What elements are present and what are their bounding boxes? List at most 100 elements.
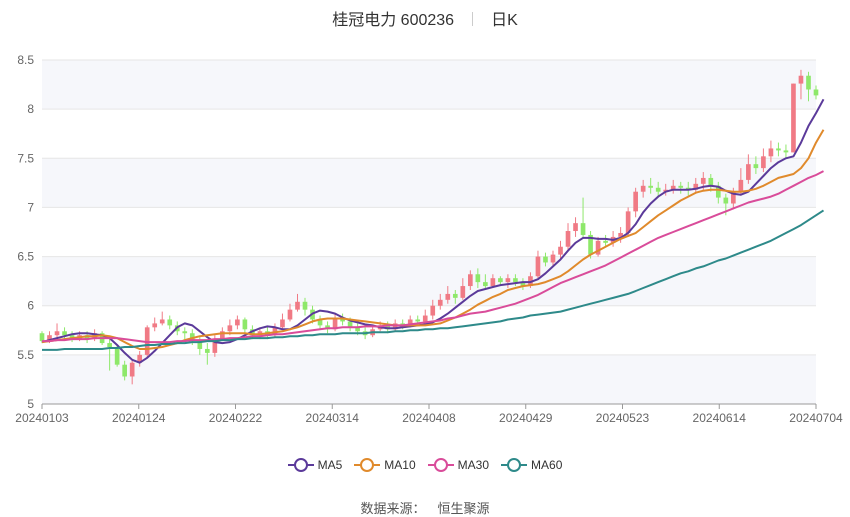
y-tick-label: 7 <box>27 200 34 214</box>
candle-down <box>603 240 608 243</box>
x-tick-label: 20240222 <box>209 411 263 425</box>
candle-up <box>137 354 143 363</box>
y-tick-label: 5.5 <box>17 348 34 362</box>
candle-up <box>407 319 413 326</box>
candle-up <box>573 223 578 232</box>
legend-item-ma60[interactable]: MA60 <box>501 458 562 472</box>
candle-down <box>452 293 458 298</box>
candle-up <box>430 305 436 316</box>
stock-title: 桂冠电力 600236 <box>332 12 455 29</box>
candle-down <box>543 256 548 263</box>
candle-up <box>505 278 511 283</box>
candle-down <box>107 343 112 347</box>
candle-down <box>753 164 759 169</box>
candle-up <box>731 191 736 204</box>
candle-up <box>535 256 541 277</box>
candle-up <box>798 75 804 84</box>
candle-up <box>558 246 563 255</box>
legend-item-ma30[interactable]: MA30 <box>427 458 490 472</box>
x-tick-label: 20240124 <box>112 411 166 425</box>
candle-down <box>813 89 819 96</box>
candle-down <box>197 341 203 349</box>
y-tick-label: 7.5 <box>17 151 34 165</box>
candle-up <box>761 156 766 169</box>
candle-up <box>618 232 623 237</box>
candle-down <box>783 150 789 153</box>
chart-legend: MA5 MA10 MA30 MA60 <box>0 458 850 475</box>
candle-down <box>39 333 45 342</box>
candle-up <box>159 319 165 324</box>
legend-item-ma10[interactable]: MA10 <box>354 458 416 472</box>
candle-up <box>220 331 225 340</box>
x-tick-label: 20240614 <box>693 411 747 425</box>
candle-down <box>520 282 526 287</box>
candle-up <box>212 339 218 353</box>
chart-title-bar: 桂冠电力 600236 日K <box>0 6 850 29</box>
candle-down <box>114 346 120 365</box>
plot-band <box>42 158 816 208</box>
candle-down <box>355 327 360 332</box>
candle-up <box>670 185 676 190</box>
candle-up <box>550 254 556 263</box>
source-label: 数据来源： <box>360 501 426 516</box>
legend-item-ma5[interactable]: MA5 <box>287 458 343 472</box>
period-label: 日K <box>491 12 518 29</box>
legend-marker-icon <box>501 458 528 472</box>
candle-up <box>227 325 233 332</box>
candle-up <box>490 278 496 287</box>
data-source: 数据来源： 恒生聚源 <box>0 498 850 517</box>
x-tick-label: 20240314 <box>306 411 360 425</box>
candle-down <box>776 148 781 151</box>
legend-label: MA30 <box>457 458 490 472</box>
legend-label: MA10 <box>384 458 416 472</box>
candle-down <box>708 177 714 186</box>
x-tick-label: 20240429 <box>499 411 553 425</box>
candle-down <box>122 364 127 377</box>
y-tick-label: 6.5 <box>17 250 34 264</box>
candle-down <box>62 331 67 336</box>
candle-up <box>693 183 699 190</box>
candle-up <box>746 164 751 180</box>
candle-up <box>460 286 466 298</box>
candle-down <box>483 282 488 287</box>
series-line-ma30 <box>42 170 824 344</box>
candle-up <box>437 299 443 306</box>
y-tick-label: 8.5 <box>17 53 34 67</box>
candle-down <box>715 185 721 198</box>
candle-down <box>302 301 308 310</box>
y-tick-label: 6 <box>27 299 34 313</box>
candle-down <box>498 278 503 283</box>
candle-up <box>235 319 240 326</box>
candle-up <box>422 315 428 322</box>
candle-down <box>655 187 661 192</box>
x-tick-label: 20240103 <box>15 411 69 425</box>
candle-down <box>317 319 323 326</box>
candle-up <box>445 293 451 300</box>
candle-up <box>129 362 135 377</box>
candle-up <box>791 83 796 153</box>
candle-up <box>738 179 744 192</box>
candle-up <box>640 185 646 192</box>
candle-down <box>580 223 586 235</box>
x-tick-label: 20240704 <box>789 411 843 425</box>
title-separator <box>472 12 474 26</box>
series-line-ma5 <box>41 98 825 364</box>
candle-down <box>242 319 248 330</box>
source-name: 恒生聚源 <box>437 501 490 516</box>
x-tick-label: 20240523 <box>596 411 650 425</box>
legend-marker-icon <box>354 458 381 472</box>
candle-up <box>54 331 60 336</box>
y-tick-label: 5 <box>27 397 34 411</box>
legend-marker-icon <box>287 458 314 472</box>
candle-down <box>182 331 188 334</box>
candle-up <box>332 317 338 330</box>
candle-down <box>167 319 173 326</box>
candle-up <box>468 274 473 287</box>
series-line-ma60 <box>42 209 825 351</box>
candle-down <box>513 278 518 283</box>
candle-down <box>204 348 210 353</box>
candle-down <box>400 323 406 326</box>
legend-label: MA60 <box>531 458 563 472</box>
legend-label: MA5 <box>317 458 343 472</box>
